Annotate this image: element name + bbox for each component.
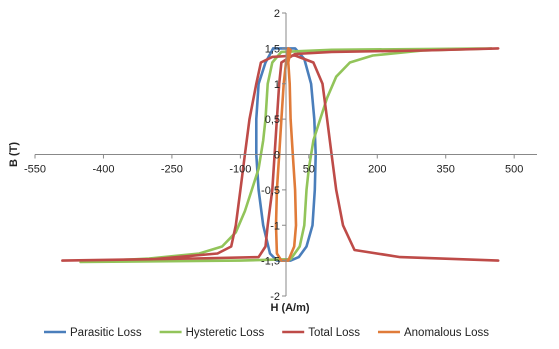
legend-label: Hysteretic Loss <box>186 327 265 339</box>
legend-label: Total Loss <box>308 327 360 339</box>
y-tick-label: 2 <box>274 8 280 20</box>
y-tick-label: -1 <box>270 220 280 232</box>
x-axis-title: H (A/m) <box>270 302 309 314</box>
y-axis-title: B (T) <box>8 142 20 167</box>
y-tick-label: -0,5 <box>261 185 280 197</box>
x-tick-label: 350 <box>437 164 455 176</box>
x-tick-label: -100 <box>229 164 251 176</box>
x-tick-label: -550 <box>24 164 46 176</box>
x-tick-label: 200 <box>368 164 386 176</box>
y-tick-label: -1,5 <box>261 256 280 268</box>
y-tick-label: 1 <box>274 79 280 91</box>
series-line-parasitic-loss <box>254 47 318 262</box>
x-tick-label: 500 <box>505 164 523 176</box>
legend: Parasitic Loss Hysteretic Loss Total Loss A… <box>44 327 489 339</box>
y-tick-label: 0 <box>274 150 280 162</box>
series-line-anomalous-loss <box>274 47 298 262</box>
x-tick-label: -400 <box>92 164 114 176</box>
series-line-total-loss <box>61 47 500 262</box>
y-ticks: 2 1,5 1 0,5 0 -0,5 -1 -1,5 -2 <box>261 8 286 303</box>
x-ticks: -550 -400 -250 -100 50 200 350 500 <box>24 154 523 176</box>
plot-lines <box>61 47 500 264</box>
x-tick-label: 50 <box>303 164 315 176</box>
series-line-hysteretic-loss <box>79 47 493 264</box>
y-tick-label: 1,5 <box>265 43 280 55</box>
legend-label: Anomalous Loss <box>404 327 489 339</box>
x-tick-label: -250 <box>161 164 183 176</box>
y-tick-label: -2 <box>270 291 280 303</box>
legend-label: Parasitic Loss <box>70 327 142 339</box>
y-tick-label: 0,5 <box>265 114 280 126</box>
